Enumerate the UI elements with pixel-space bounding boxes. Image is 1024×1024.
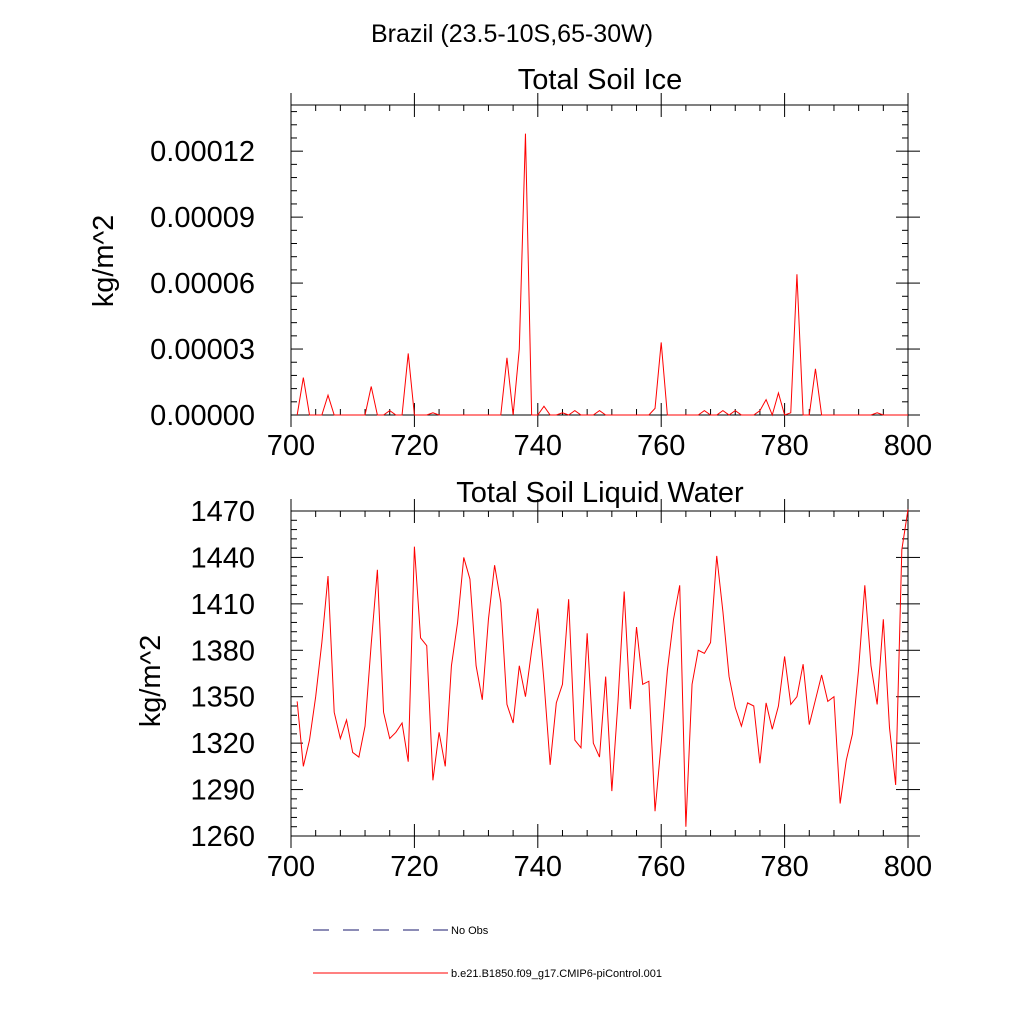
x-tick-label: 740: [514, 430, 562, 462]
y-tick-label: 0.00003: [150, 334, 255, 366]
series-lines: [296, 509, 909, 827]
x-tick-label: 720: [390, 851, 438, 883]
legend-label-no-obs: No Obs: [451, 925, 489, 937]
y-axis-label: kg/m^2: [135, 635, 167, 728]
x-tick-label: 800: [884, 430, 932, 462]
y-tick-label: 0.00000: [150, 400, 255, 432]
figure-title: Brazil (23.5-10S,65-30W): [371, 20, 653, 48]
x-tick-label: 800: [884, 851, 932, 883]
panel-title: Total Soil Liquid Water: [456, 477, 744, 509]
plot-frame: [290, 510, 909, 837]
x-tick-label: 780: [760, 851, 808, 883]
y-axis-label: kg/m^2: [88, 215, 120, 308]
y-tick-label: 1260: [190, 821, 255, 853]
panel-total-soil-ice: Total Soil Ice kg/m^2 700 720 740 760 780 800…: [88, 64, 932, 462]
x-tick-label: 780: [760, 430, 808, 462]
series-lines: [296, 133, 908, 417]
legend: No Obs b.e21.B1850.f09_g17.CMIP6-piContr…: [313, 925, 662, 980]
panel-title: Total Soil Ice: [518, 64, 682, 96]
x-tick-label: 760: [637, 851, 685, 883]
legend-label-model: b.e21.B1850.f09_g17.CMIP6-piControl.001: [451, 968, 662, 980]
x-tick-label: 700: [267, 430, 315, 462]
tick-marks: [290, 499, 920, 848]
y-tick-labels: 1260 1290 1320 1350 1380 1410 1440 1470: [190, 496, 255, 853]
y-tick-label: 1380: [190, 635, 255, 667]
y-tick-label: 0.00006: [150, 268, 255, 300]
x-tick-label: 760: [637, 430, 685, 462]
y-tick-label: 1470: [190, 496, 255, 528]
y-tick-label: 1320: [190, 728, 255, 760]
y-tick-label: 1440: [190, 542, 255, 574]
panel-total-soil-liquid-water: Total Soil Liquid Water kg/m^2 700 720 740…: [135, 477, 932, 883]
x-tick-label: 720: [390, 430, 438, 462]
plot-frame: [290, 104, 909, 416]
series-line: [296, 133, 908, 417]
y-tick-label: 1410: [190, 589, 255, 621]
x-tick-labels: 700 720 740 760 780 800: [267, 851, 932, 883]
y-tick-labels: 0.00000 0.00003 0.00006 0.00009 0.00012: [150, 136, 255, 432]
y-tick-label: 0.00009: [150, 202, 255, 234]
x-tick-label: 740: [514, 851, 562, 883]
y-tick-label: 0.00012: [150, 136, 255, 168]
x-tick-label: 700: [267, 851, 315, 883]
y-tick-label: 1290: [190, 775, 255, 807]
y-tick-label: 1350: [190, 682, 255, 714]
tick-marks: [290, 93, 920, 427]
x-tick-labels: 700 720 740 760 780 800: [267, 430, 932, 462]
series-line: [296, 509, 909, 827]
